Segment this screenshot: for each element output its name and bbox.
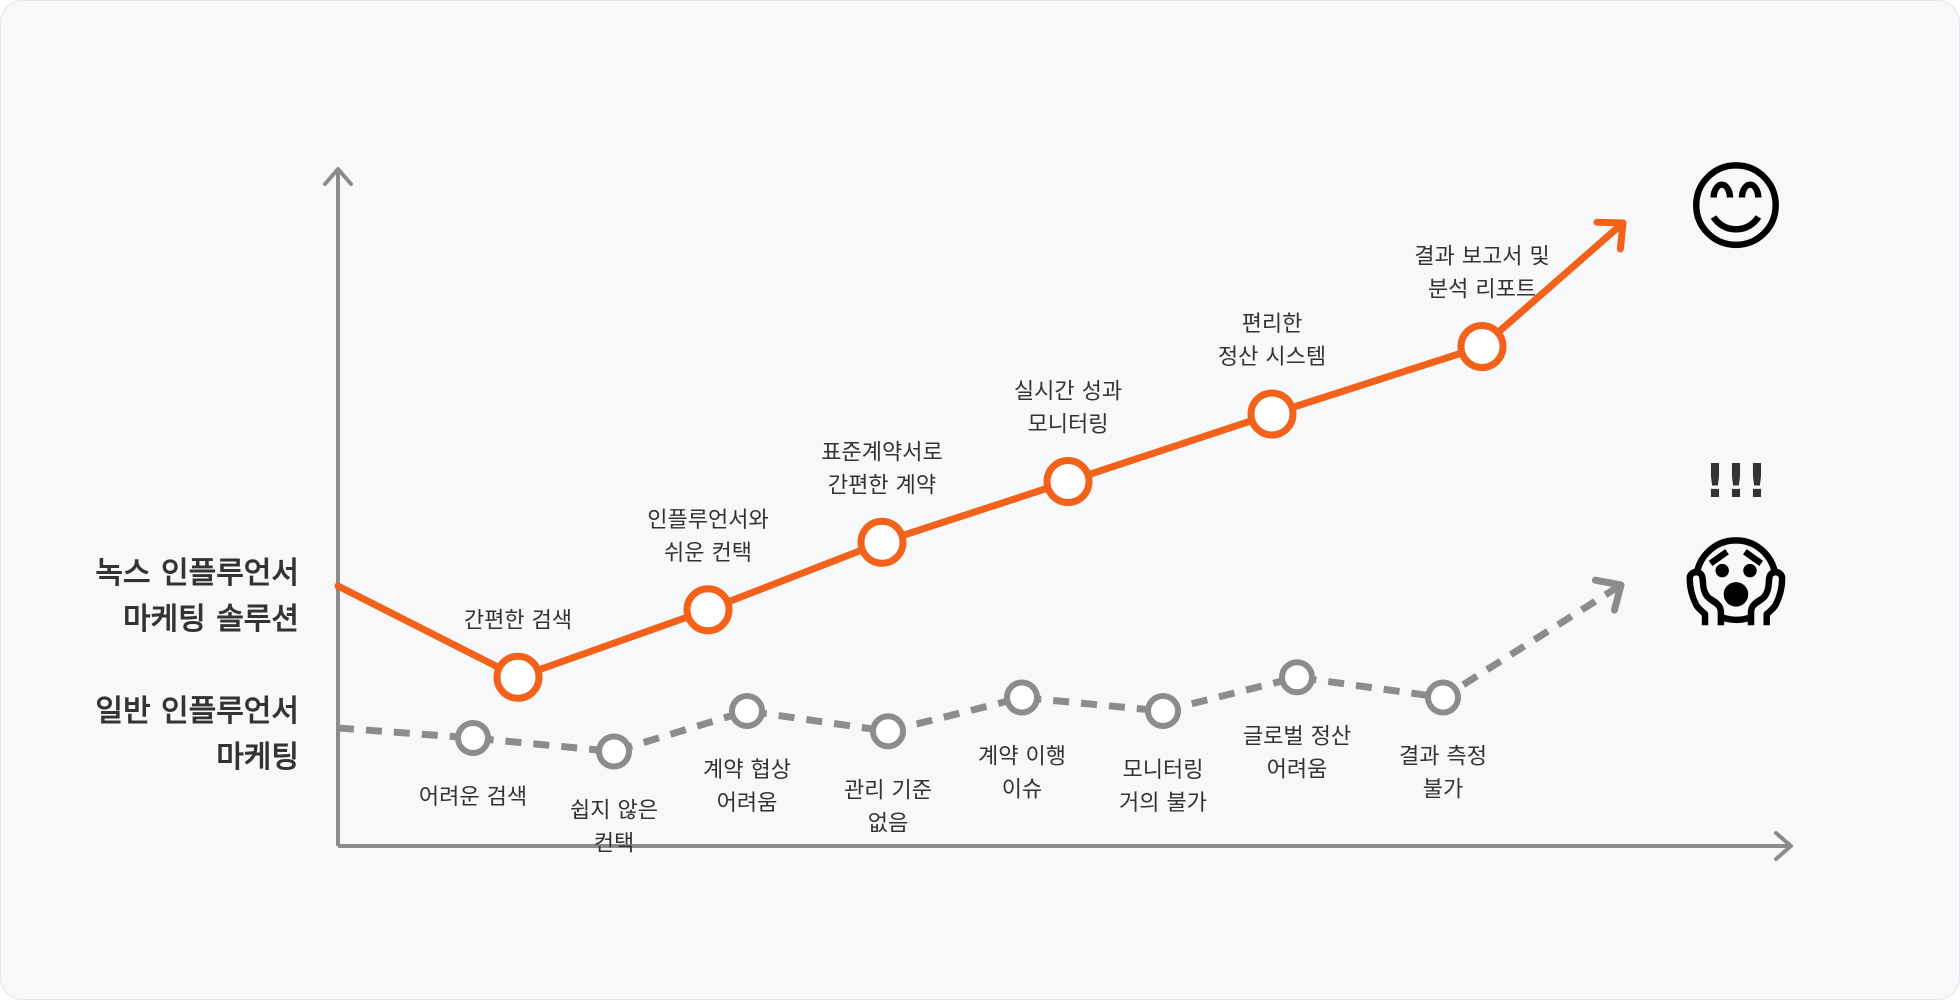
- step-label: 간편한 검색: [464, 608, 572, 633]
- step-label: 어려운 검색: [419, 785, 527, 810]
- step-label: 편리한: [1242, 312, 1303, 337]
- nox-solution-arrowhead: [1593, 218, 1627, 253]
- step-label: 정산 시스템: [1218, 345, 1326, 370]
- step-point: [1043, 457, 1093, 506]
- general-marketing-arrowhead: [1591, 576, 1625, 614]
- screaming-face-icon: 😱: [1685, 526, 1787, 640]
- step-label: 쉽지 않은: [570, 799, 658, 824]
- step-point: [1425, 679, 1461, 716]
- step-label: 결과 측정: [1399, 745, 1487, 770]
- step-label: 모니터링: [1123, 758, 1204, 783]
- exclamation-marks: !!!: [1705, 454, 1768, 508]
- step-point: [455, 720, 491, 756]
- step-label: 인플루언서와: [647, 508, 768, 533]
- step-point: [870, 713, 906, 750]
- step-point: [596, 733, 632, 770]
- step-point: [493, 652, 543, 702]
- nox-solution-points: [493, 322, 1507, 702]
- step-point: [1145, 693, 1181, 729]
- step-label: 없음: [868, 811, 908, 836]
- step-label: 계약 협상: [703, 758, 791, 783]
- step-label: 거의 불가: [1119, 791, 1207, 816]
- step-point: [1004, 679, 1040, 716]
- step-point: [1247, 389, 1297, 439]
- step-label: 어려움: [1267, 757, 1328, 782]
- nox-solution-name-line-1: 녹스 인플루언서: [95, 556, 299, 591]
- step-label: 실시간 성과: [1014, 380, 1122, 405]
- step-label: 글로벌 정산: [1243, 724, 1351, 749]
- general-marketing-name-line-2: 마케팅: [216, 740, 299, 775]
- step-label: 계약 이행: [978, 745, 1066, 770]
- step-label: 불가: [1423, 778, 1463, 803]
- general-marketing-line: [337, 582, 1623, 756]
- step-point: [857, 517, 907, 567]
- step-point: [683, 585, 733, 635]
- step-label: 결과 보고서 및: [1414, 245, 1549, 270]
- step-point: [1457, 322, 1507, 371]
- step-label: 어려움: [717, 791, 778, 816]
- step-label: 표준계약서로: [821, 440, 942, 465]
- nox-solution-name-line-2: 마케팅 솔루션: [123, 602, 299, 637]
- x-axis-arrowhead: [1774, 831, 1793, 861]
- y-axis-arrowhead: [323, 167, 353, 186]
- axes: [323, 167, 1793, 861]
- step-point: [1279, 659, 1315, 696]
- step-point: [729, 693, 765, 729]
- general-marketing-points: [455, 659, 1461, 770]
- step-label: 관리 기준: [844, 778, 932, 803]
- smiling-face-icon: 😊: [1685, 151, 1787, 265]
- step-label: 컨택: [594, 832, 634, 857]
- step-label: 쉬운 컨택: [664, 541, 752, 566]
- step-label: 모니터링: [1028, 413, 1109, 438]
- step-label: 분석 리포트: [1428, 278, 1536, 303]
- nox-solution-line: [334, 219, 1627, 682]
- general-marketing-name-line-1: 일반 인플루언서: [95, 694, 299, 729]
- step-label: 이슈: [1002, 778, 1042, 803]
- step-label: 간편한 계약: [828, 473, 936, 498]
